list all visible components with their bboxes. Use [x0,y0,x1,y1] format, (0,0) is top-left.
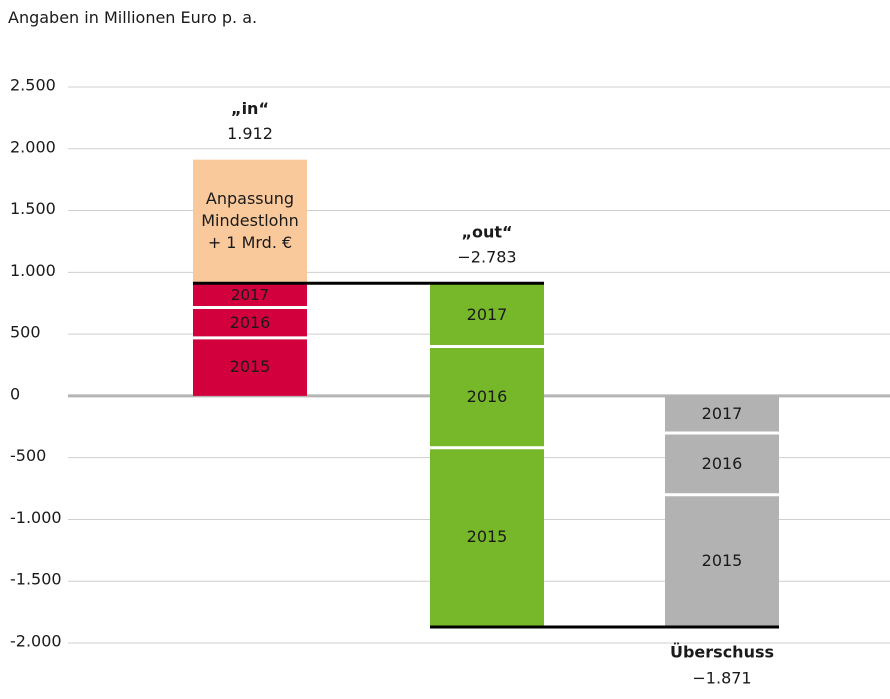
segment-label: 2015 [466,527,508,547]
bar-segment [430,346,544,448]
segment-label: 2015 [229,356,271,376]
segment-label: 2017 [701,404,743,424]
bar-value: −2.783 [457,248,516,267]
bar-segment [193,307,307,338]
segment-label: 2016 [466,387,508,407]
segment-label: 2016 [229,312,271,332]
bar-segment [665,432,779,495]
bar-segment [193,337,307,396]
bar-segment [430,447,544,628]
y-tick-label: 1.000 [10,261,56,280]
bar-value: −1.871 [692,669,751,688]
y-tick-label: 0 [10,384,20,403]
bar-label: Überschuss [670,643,774,662]
segment-label: 2016 [701,453,743,473]
y-tick-label: -2.000 [10,632,62,651]
y-tick-label: -1.000 [10,508,62,527]
bar-segment [665,395,779,433]
y-tick-label: -500 [10,446,46,465]
y-tick-label: 2.000 [10,137,56,156]
bar-segment [193,159,307,284]
bar-segment [665,494,779,628]
bar-segment [430,283,544,347]
segment-label: 2017 [230,286,270,305]
y-tick-label: 1.500 [10,199,56,218]
y-tick-label: 2.500 [10,76,56,95]
bar-label: „in“ [231,99,269,118]
segment-label: 2017 [466,304,508,324]
bar-segment [193,283,307,308]
bar-label: „out“ [461,223,512,242]
y-tick-label: 500 [10,323,41,342]
chart-subtitle: Angaben in Millionen Euro p. a. [8,8,258,27]
y-tick-label: -1.500 [10,570,62,589]
bar-value: 1.912 [227,124,273,143]
segment-label: 2015 [701,550,743,570]
segment-label: Anpassung Mindestlohn + 1 Mrd. € [201,189,299,253]
